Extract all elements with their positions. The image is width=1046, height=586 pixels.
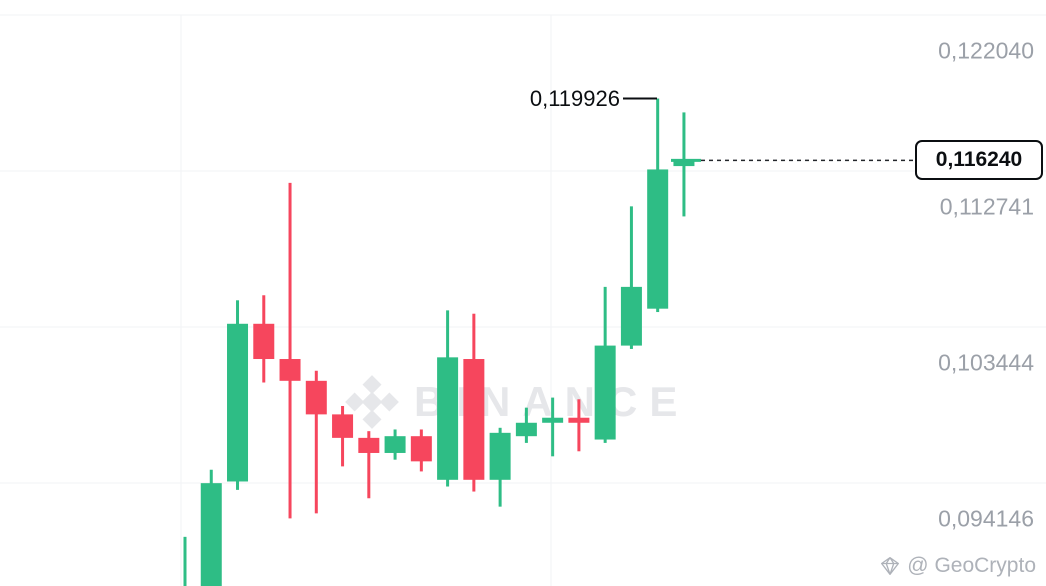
price-axis-label: 0,122040 xyxy=(938,37,1034,64)
candle-body xyxy=(515,422,537,437)
candle-wick xyxy=(288,182,292,519)
candle-body xyxy=(647,169,669,309)
candle-body xyxy=(200,483,222,586)
geocrypto-logo-icon xyxy=(881,557,900,575)
candle-wick xyxy=(367,431,371,499)
candle-body xyxy=(568,417,590,423)
candle-body xyxy=(489,432,511,480)
candle-wick xyxy=(183,536,187,586)
price-axis-label: 0,112741 xyxy=(939,193,1034,220)
candle-body xyxy=(384,436,406,453)
candle-body xyxy=(305,380,327,415)
high-price-annotation: 0,119926 xyxy=(529,85,620,111)
candle-body xyxy=(594,345,616,440)
candle-body xyxy=(620,286,642,346)
binance-logo-icon xyxy=(345,375,399,429)
candle-wick xyxy=(629,206,633,349)
geocrypto-watermark-text: @ GeoCrypto xyxy=(907,554,1036,577)
candle-body xyxy=(253,323,275,360)
candle-body xyxy=(673,160,695,167)
candle-wick xyxy=(551,397,555,457)
candle-body xyxy=(279,359,301,381)
candle-body xyxy=(358,437,380,453)
candle-body xyxy=(437,357,459,480)
candle-body xyxy=(227,323,249,482)
candle-body xyxy=(463,359,485,480)
candle-wick xyxy=(577,399,581,452)
price-axis-label: 0,094146 xyxy=(938,505,1034,532)
price-axis-label: 0,103444 xyxy=(938,349,1034,376)
candle-body xyxy=(410,436,432,462)
candle-wick xyxy=(314,370,318,514)
candle-body xyxy=(542,417,564,423)
candle-body xyxy=(332,414,354,438)
current-price-label: 0,116240 xyxy=(915,140,1043,181)
geocrypto-watermark: @ GeoCrypto xyxy=(880,554,1036,578)
